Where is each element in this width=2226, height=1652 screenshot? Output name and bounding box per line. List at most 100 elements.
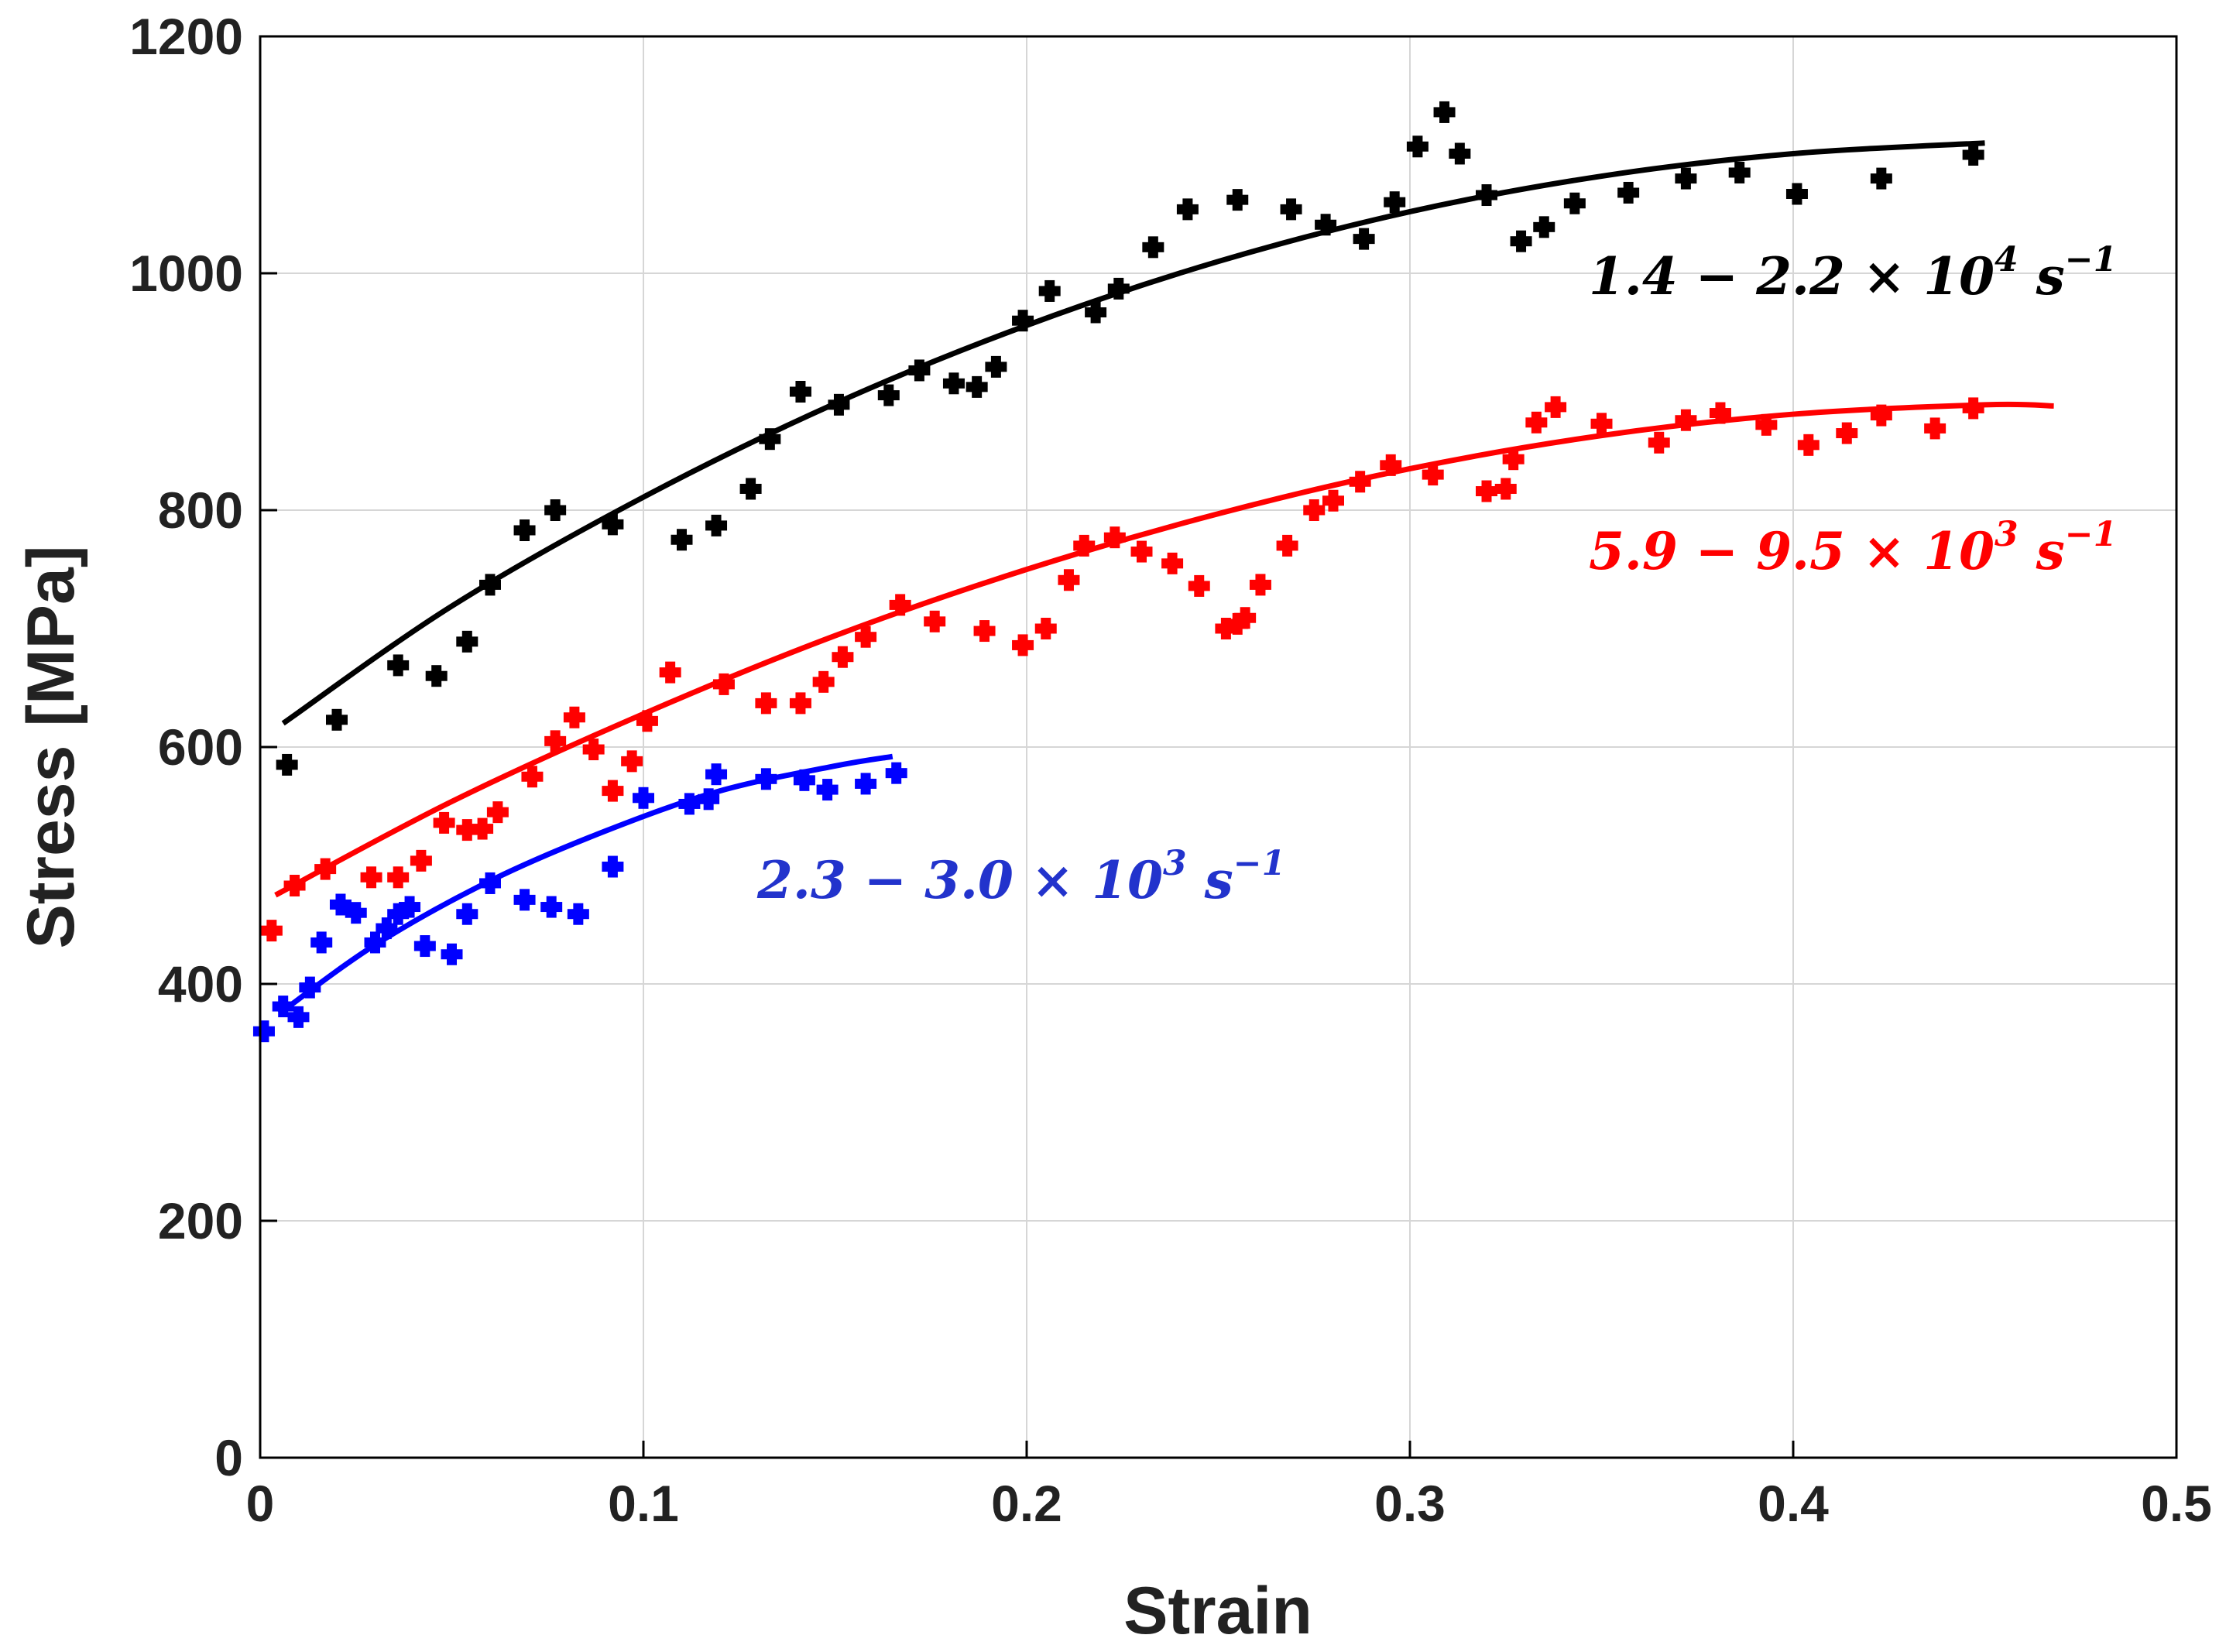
- data-point: [636, 710, 658, 732]
- data-point: [1494, 478, 1517, 500]
- data-point: [1563, 192, 1586, 214]
- series-label-0: 1.4 − 2.2 × 104 s−1: [1589, 240, 2117, 307]
- data-point: [1406, 135, 1429, 158]
- data-point: [1545, 396, 1567, 418]
- data-point: [712, 673, 735, 695]
- data-point: [602, 513, 624, 536]
- y-tick-label: 400: [158, 955, 243, 1013]
- x-tick-label: 0.4: [1758, 1475, 1829, 1532]
- data-point: [816, 779, 839, 801]
- data-point: [789, 381, 811, 403]
- data-point: [789, 692, 811, 715]
- data-point: [376, 917, 398, 940]
- data-point: [1130, 540, 1153, 563]
- data-point: [924, 610, 946, 632]
- data-point: [1870, 167, 1892, 190]
- data-point: [1276, 534, 1298, 557]
- data-point: [413, 935, 436, 958]
- data-point: [486, 801, 509, 824]
- data-point: [1924, 417, 1946, 440]
- data-point: [544, 730, 567, 752]
- data-point: [345, 902, 367, 924]
- data-point: [755, 768, 777, 790]
- data-point: [513, 889, 536, 911]
- data-point: [855, 625, 877, 648]
- data-point: [456, 630, 478, 653]
- data-point: [1353, 228, 1375, 250]
- data-point: [287, 1006, 310, 1028]
- data-point: [567, 903, 589, 925]
- data-point: [828, 393, 850, 416]
- data-point: [1797, 434, 1820, 456]
- data-point: [889, 594, 911, 616]
- data-point: [387, 866, 410, 889]
- data-point: [855, 773, 877, 795]
- data-point: [1322, 489, 1344, 512]
- data-point: [260, 920, 283, 942]
- data-point: [877, 384, 900, 406]
- data-point: [425, 665, 448, 687]
- y-axis-label: Stress [MPa]: [14, 546, 88, 949]
- data-point: [659, 661, 681, 684]
- data-point: [885, 762, 907, 784]
- data-point: [1728, 161, 1751, 183]
- data-point: [705, 763, 728, 786]
- data-point: [1303, 499, 1326, 521]
- data-points: [252, 101, 1984, 1043]
- data-point: [1962, 144, 1984, 166]
- x-tick-label: 0.5: [2141, 1475, 2212, 1532]
- data-point: [1962, 397, 1984, 420]
- data-point: [985, 355, 1007, 378]
- data-point: [1012, 634, 1034, 656]
- data-point: [299, 976, 321, 999]
- data-point: [1315, 214, 1337, 236]
- x-tick-label: 0: [246, 1475, 275, 1532]
- data-point: [832, 646, 854, 668]
- data-point: [326, 708, 348, 731]
- data-point: [1836, 422, 1858, 444]
- data-point: [1675, 167, 1697, 190]
- data-point: [1476, 480, 1497, 502]
- data-point: [329, 893, 352, 916]
- data-point: [252, 1020, 275, 1043]
- data-point: [671, 529, 693, 551]
- data-point: [739, 478, 762, 500]
- data-point: [472, 817, 494, 840]
- data-point: [1648, 431, 1670, 454]
- data-point: [705, 514, 728, 536]
- data-point: [1617, 181, 1640, 204]
- data-point: [678, 793, 701, 815]
- y-tick-label: 200: [158, 1192, 243, 1249]
- data-point: [540, 896, 563, 918]
- data-point: [1085, 301, 1107, 324]
- data-point: [1755, 413, 1778, 436]
- data-point: [272, 996, 294, 1018]
- data-point: [1103, 526, 1126, 549]
- data-point: [1422, 464, 1444, 486]
- data-point: [1142, 236, 1164, 259]
- x-tick-label: 0.2: [991, 1475, 1062, 1532]
- data-point: [698, 788, 720, 811]
- y-tick-label: 1000: [129, 245, 243, 302]
- data-point: [1433, 101, 1456, 123]
- x-axis-label: Strain: [1123, 1574, 1312, 1648]
- data-point: [456, 903, 478, 925]
- data-point: [1058, 569, 1080, 591]
- y-tick-label: 1200: [129, 8, 243, 65]
- data-point: [602, 855, 624, 878]
- data-point: [433, 811, 455, 834]
- data-point: [387, 654, 410, 677]
- data-point: [942, 372, 965, 395]
- data-point: [1785, 183, 1808, 205]
- data-point: [1280, 198, 1302, 221]
- data-point: [1034, 618, 1057, 639]
- data-point: [563, 706, 585, 728]
- grid-lines: [260, 36, 2176, 1458]
- data-point: [602, 780, 624, 802]
- data-point: [1384, 191, 1406, 214]
- data-point: [1176, 198, 1199, 221]
- data-point: [314, 858, 337, 880]
- data-point: [1510, 230, 1532, 252]
- data-point: [479, 574, 501, 596]
- data-point: [793, 769, 815, 791]
